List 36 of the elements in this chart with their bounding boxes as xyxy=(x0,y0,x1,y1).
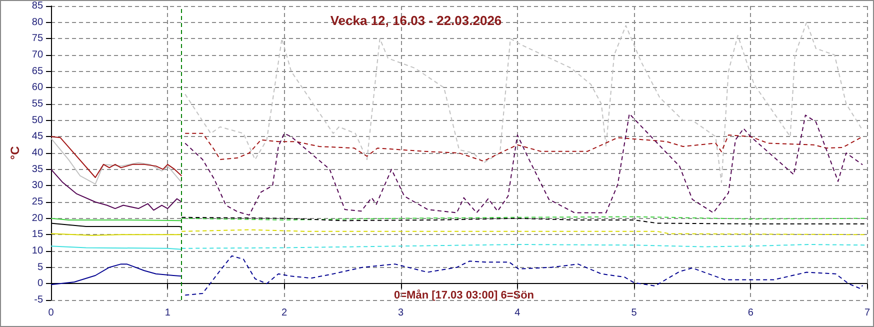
x-tick-label: 2 xyxy=(281,308,288,318)
x-tick-label: 0 xyxy=(48,308,54,318)
y-tick-label: 60 xyxy=(32,82,44,94)
x-tick-label: 6 xyxy=(748,308,754,318)
y-tick-label: 55 xyxy=(32,98,44,110)
line-series xyxy=(50,138,182,185)
y-tick-label: 35 xyxy=(32,164,44,175)
y-tick-label: 85 xyxy=(32,0,44,12)
text: Vecka 12, 16.03 - 22.03.2026 xyxy=(330,13,502,28)
y-tick-label: 50 xyxy=(32,114,44,126)
y-tick-label: 30 xyxy=(32,180,44,192)
x-tick-label: 4 xyxy=(514,308,521,318)
y-tick-label: 80 xyxy=(32,16,44,28)
y-tick-label: 40 xyxy=(32,148,44,158)
line-series xyxy=(50,136,182,178)
x-tick-label: 5 xyxy=(631,308,638,318)
y-tick-label: 5 xyxy=(37,262,44,273)
line-series xyxy=(50,168,182,211)
y-axis-title: °C xyxy=(8,146,22,160)
y-tick-label: -5 xyxy=(34,294,44,306)
y-tick-label: 15 xyxy=(32,229,44,240)
y-tick-label: 70 xyxy=(32,50,44,60)
x-tick-label: 3 xyxy=(398,308,404,318)
y-tick-label: 10 xyxy=(32,246,44,256)
y-tick-label: 65 xyxy=(32,66,44,77)
x-tick-label: 7 xyxy=(864,308,870,318)
x-tick-label: 1 xyxy=(164,308,171,318)
annotation: 0=Mån [17.03 03:00] 6=Sön xyxy=(394,288,534,302)
line-series xyxy=(50,264,182,286)
line-series xyxy=(184,132,864,162)
line-series xyxy=(184,113,864,216)
y-tick-label: 20 xyxy=(32,212,44,224)
y-tick-label: 45 xyxy=(32,131,44,142)
y-tick-label: 0 xyxy=(37,278,44,290)
y-tick-label: 75 xyxy=(32,33,44,44)
y-tick-label: 25 xyxy=(32,196,44,208)
